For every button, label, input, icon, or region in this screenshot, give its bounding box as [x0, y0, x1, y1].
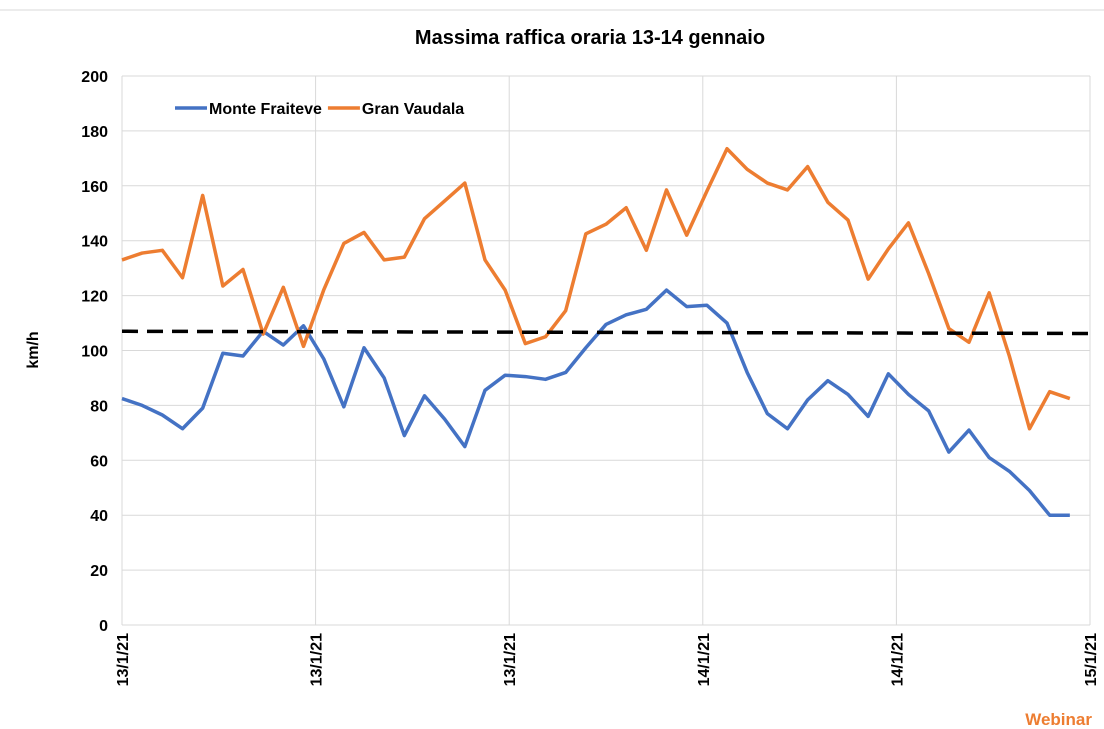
y-tick-label: 0	[99, 618, 108, 635]
x-tick-label: 15/1/21	[1083, 633, 1100, 686]
y-tick-label: 60	[90, 453, 108, 470]
legend-label: Gran Vaudala	[362, 101, 464, 118]
y-tick-label: 100	[81, 344, 108, 361]
y-tick-label: 20	[90, 563, 108, 580]
x-tick-label: 13/1/21	[115, 633, 132, 686]
y-tick-label: 140	[81, 234, 108, 251]
y-tick-label: 40	[90, 508, 108, 525]
series-line	[121, 146, 1071, 431]
x-tick-label: 14/1/21	[889, 633, 906, 686]
chart-title: Massima raffica oraria 13-14 gennaio	[415, 27, 765, 49]
x-tick-label: 13/1/21	[309, 633, 326, 686]
x-tick-label: 13/1/21	[502, 633, 519, 686]
series-line	[121, 288, 1070, 517]
y-tick-label: 200	[81, 69, 108, 86]
y-axis-title: km/h	[25, 331, 42, 368]
y-tick-label: 180	[81, 124, 108, 141]
y-tick-label: 160	[81, 179, 108, 196]
y-tick-label: 120	[81, 289, 108, 306]
legend-label: Monte Fraiteve	[209, 101, 322, 118]
y-tick-label: 80	[90, 398, 108, 415]
watermark: Webinar	[1025, 710, 1092, 729]
trend-line	[121, 329, 1091, 336]
x-tick-label: 14/1/21	[696, 633, 713, 686]
